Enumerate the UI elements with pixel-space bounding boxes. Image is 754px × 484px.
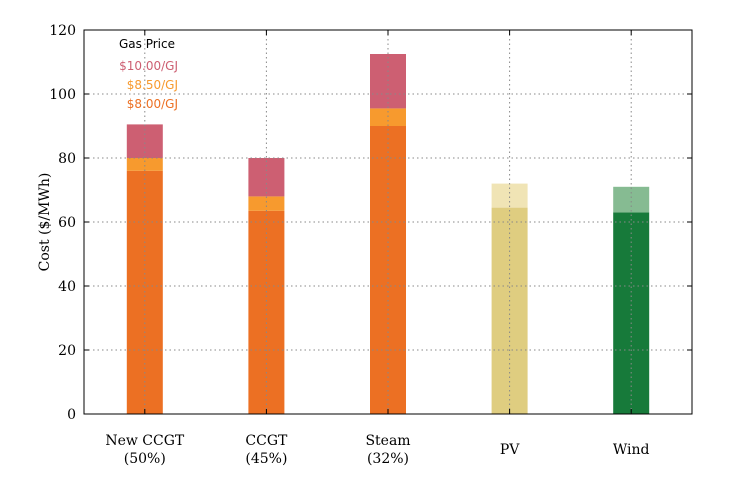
bar-segment [248,210,285,414]
bar-segment [370,54,406,109]
legend-entry: $8.50/GJ [127,78,178,92]
y-tick-label: 120 [49,23,76,39]
category-label: Steam [365,433,410,449]
category-label: CCGT [245,433,288,449]
y-tick-label: 20 [58,343,76,359]
bar-segment [248,196,285,211]
bar-segment [491,183,528,208]
grid-lines [84,30,692,414]
bar-segment [613,186,650,213]
legend-entry: $8.00/GJ [127,97,178,111]
bar-segment [370,108,406,126]
legend: Gas Price $10.00/GJ $8.50/GJ $8.00/GJ [119,37,178,111]
y-tick-label: 80 [58,151,76,167]
bars [126,54,650,414]
axis-ticks [84,29,692,415]
y-tick-label: 0 [67,407,76,423]
category-label: Wind [613,442,650,458]
category-sublabel: (45%) [245,451,287,467]
category-label: PV [500,442,520,458]
bar-segment [126,158,163,171]
category-label: New CCGT [105,433,185,449]
y-tick-label: 100 [49,87,76,103]
bar-segment [248,158,285,197]
category-sublabel: (32%) [367,451,409,467]
legend-entry: $10.00/GJ [119,59,178,73]
category-sublabel: (50%) [124,451,166,467]
legend-title: Gas Price [119,37,175,51]
bar-segment [491,207,528,414]
axis-labels: 0 20 40 60 80 100 120 New CCGT (50%) CCGT (45%) Ste… [49,23,649,467]
y-tick-label: 40 [58,279,76,295]
y-axis-title: Cost ($/MWh) [37,173,53,272]
y-tick-label: 60 [58,215,76,231]
